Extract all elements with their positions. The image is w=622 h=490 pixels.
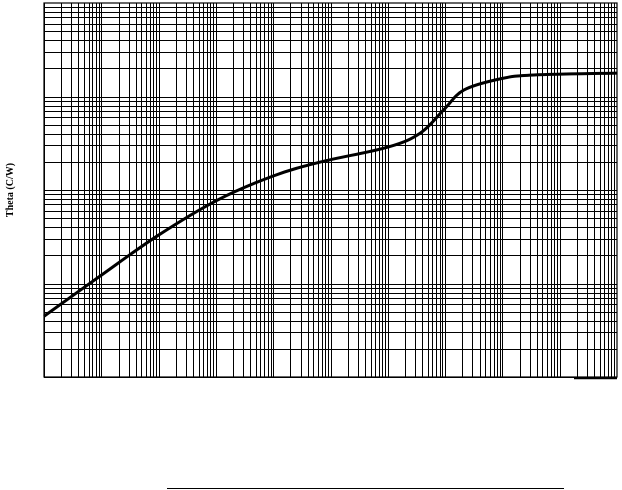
plot-frame (43, 2, 618, 378)
series-line (43, 71, 618, 318)
y-axis-label: Theta (C/W) (5, 163, 16, 217)
grid (44, 3, 617, 378)
